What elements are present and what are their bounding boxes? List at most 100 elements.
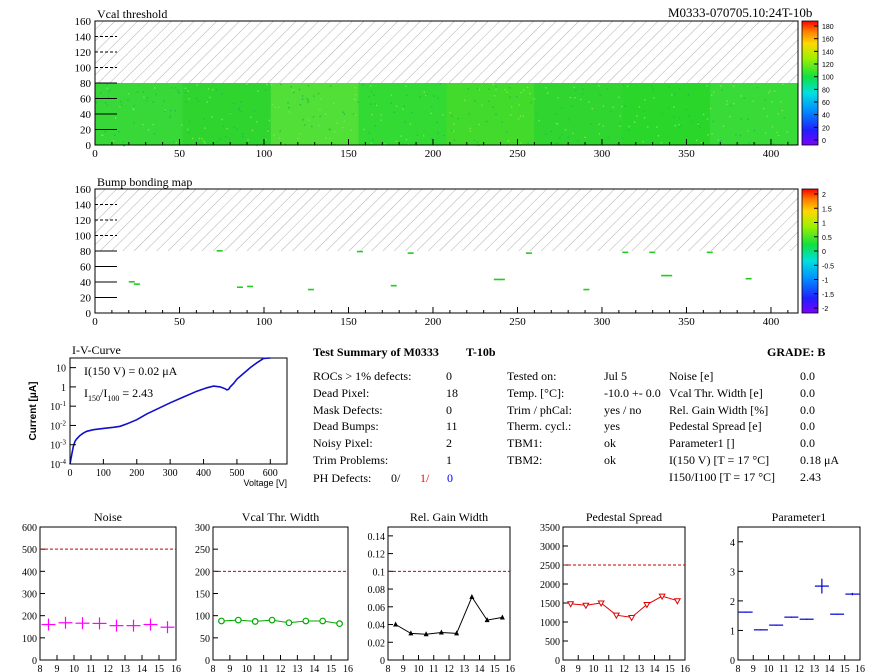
pixel-texture	[644, 99, 646, 101]
plot-pedestal: 8 9 10 11 12 13 14 15 16 0 500 1000 1500 2000 2500 3000…	[540, 510, 690, 672]
x-tick-label: 200	[425, 316, 442, 328]
pixel-texture	[312, 116, 315, 118]
pixel-texture	[278, 137, 281, 139]
pixel-texture	[696, 124, 699, 127]
pixel-texture	[209, 96, 211, 99]
pixel-texture	[671, 94, 673, 96]
pixel-texture	[712, 120, 714, 123]
pixel-texture	[189, 120, 191, 123]
x-tick-label: 16	[171, 664, 181, 672]
x-tick-label: 150	[340, 148, 357, 160]
pixel-texture	[196, 84, 198, 86]
pixel-texture	[781, 109, 784, 112]
plot-frame	[737, 526, 861, 661]
x-tick-label: 12	[794, 664, 804, 672]
y-tick-label: 500	[545, 637, 560, 648]
pixel-texture	[523, 89, 525, 91]
x-tick-label: 13	[459, 664, 469, 672]
pixel-texture	[403, 105, 405, 107]
pixel-texture	[270, 84, 273, 86]
pixel-texture	[739, 134, 742, 137]
y-tick-label: 3000	[540, 542, 560, 553]
pixel-texture	[575, 89, 577, 92]
pixel-texture	[567, 136, 570, 139]
pixel-texture	[529, 92, 531, 95]
pixel-texture	[136, 91, 139, 93]
y-tick-label: 0	[86, 140, 92, 152]
pixel-texture	[550, 130, 552, 132]
y-tick-label: 100	[75, 63, 92, 75]
y-tick-label: 2	[730, 597, 735, 608]
x-tick-label: 14	[475, 664, 485, 672]
pixel-texture	[170, 87, 173, 89]
pixel-texture	[287, 102, 289, 104]
x-tick-label: 12	[444, 664, 454, 672]
x-tick-label: 100	[256, 316, 273, 328]
y-tick-label: 4	[730, 538, 735, 549]
x-tick-label: 400	[196, 468, 211, 479]
pixel-texture	[278, 106, 280, 108]
y-tick-label: 100	[75, 231, 92, 243]
bump-defect	[356, 250, 363, 253]
pixel-texture	[118, 131, 120, 133]
x-tick-label: 10	[242, 664, 252, 672]
bump-defect	[525, 252, 532, 254]
y-tick-label: 2500	[540, 561, 560, 572]
pixel-texture	[668, 106, 670, 109]
pixel-texture	[352, 113, 355, 115]
pixel-texture	[697, 121, 699, 124]
x-tick-label: 15	[840, 664, 850, 672]
pixel-texture	[370, 90, 373, 93]
pixel-texture	[618, 96, 620, 99]
pixel-texture	[602, 125, 604, 127]
x-tick-label: 15	[326, 664, 336, 672]
y-tick-label: 10-3	[50, 439, 66, 452]
pixel-texture	[127, 93, 130, 95]
x-tick-label: 11	[86, 664, 96, 672]
pixel-texture	[405, 85, 407, 88]
pixel-texture	[268, 119, 271, 122]
pixel-texture	[372, 139, 374, 141]
pixel-texture	[688, 115, 690, 117]
pixel-texture	[362, 128, 365, 131]
x-tick-label: 400	[763, 316, 780, 328]
pixel-texture	[555, 142, 557, 145]
pixel-texture	[752, 100, 754, 102]
data-point	[423, 631, 429, 637]
pixel-texture	[754, 142, 756, 145]
pixel-texture	[319, 115, 321, 118]
pixel-texture	[488, 100, 490, 102]
pixel-texture	[493, 95, 496, 97]
x-tick-label: 300	[594, 316, 611, 328]
x-tick-label: 12	[103, 664, 113, 672]
pixel-texture	[652, 88, 655, 91]
pixel-texture	[469, 130, 471, 132]
pixel-texture	[266, 83, 268, 86]
pixel-texture	[325, 113, 327, 115]
pixel-texture	[119, 105, 121, 108]
pixel-texture	[226, 127, 228, 130]
y-tick-label: 140	[75, 32, 92, 44]
pixel-texture	[764, 99, 766, 101]
y-tick-label: 10-2	[50, 419, 66, 432]
pixel-texture	[384, 143, 387, 145]
pixel-texture	[274, 106, 276, 109]
pixel-texture	[519, 142, 522, 144]
pixel-texture	[733, 85, 735, 87]
data-point	[673, 598, 682, 605]
x-axis-label: Voltage [V]	[243, 478, 287, 488]
pixel-texture	[495, 86, 497, 88]
pixel-texture	[395, 105, 398, 108]
pixel-texture	[120, 101, 122, 103]
y-tick-label: 3	[730, 567, 735, 578]
pixel-texture	[740, 118, 742, 120]
pixel-texture	[430, 112, 432, 114]
pixel-texture	[101, 134, 104, 137]
pixel-texture	[328, 128, 330, 131]
pixel-texture	[538, 120, 540, 122]
pixel-texture	[673, 106, 675, 108]
x-tick-label: 250	[509, 316, 526, 328]
pixel-texture	[746, 130, 749, 132]
data-point	[336, 620, 343, 628]
pixel-texture	[334, 131, 336, 133]
